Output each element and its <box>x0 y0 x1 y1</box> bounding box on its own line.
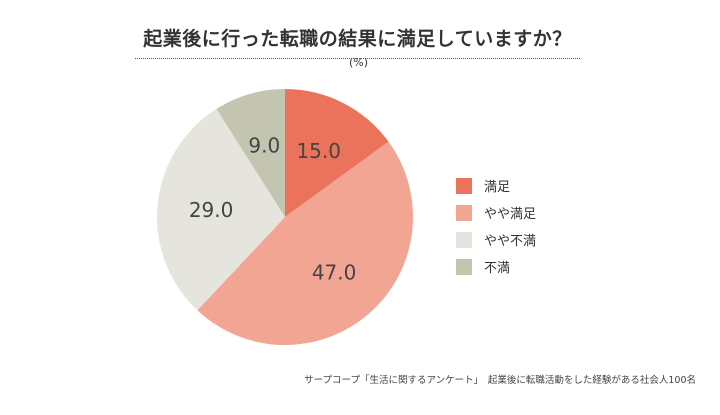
legend-item-2: やや満足 <box>456 199 536 226</box>
legend-label: 満足 <box>484 180 511 195</box>
legend-swatch <box>456 231 472 248</box>
pie-slice-2 <box>197 141 413 345</box>
legend-swatch <box>456 204 472 221</box>
chart-title: 起業後に行った転職の結果に満足していますか？ <box>143 28 572 50</box>
slice-label-3: 29.0 <box>189 198 234 222</box>
source-note: サープコープ「生活に関するアンケート」 起業後に転職活動をした経験がある社会人1… <box>304 375 696 386</box>
legend-label: 不満 <box>484 261 511 276</box>
chart-unit: (%) <box>348 56 369 69</box>
legend-label: やや不満 <box>484 234 537 249</box>
slice-label-2: 47.0 <box>312 261 357 285</box>
pie-slice-1 <box>285 89 389 217</box>
legend-swatch <box>456 177 472 194</box>
title-divider <box>135 58 580 59</box>
chart-title-wrap: 起業後に行った転職の結果に満足していますか？ (%) <box>135 24 580 70</box>
legend-swatch <box>456 258 472 275</box>
slice-label-1: 15.0 <box>296 139 341 163</box>
legend-item-4: 不満 <box>456 253 536 280</box>
slice-label-4: 9.0 <box>248 134 280 158</box>
legend-item-1: 満足 <box>456 172 536 199</box>
legend: 満足やや満足やや不満不満 <box>456 172 536 280</box>
legend-item-3: やや不満 <box>456 226 536 253</box>
legend-label: やや満足 <box>484 207 537 222</box>
pie-slice-4 <box>216 89 285 217</box>
pie-slice-3 <box>156 108 285 311</box>
